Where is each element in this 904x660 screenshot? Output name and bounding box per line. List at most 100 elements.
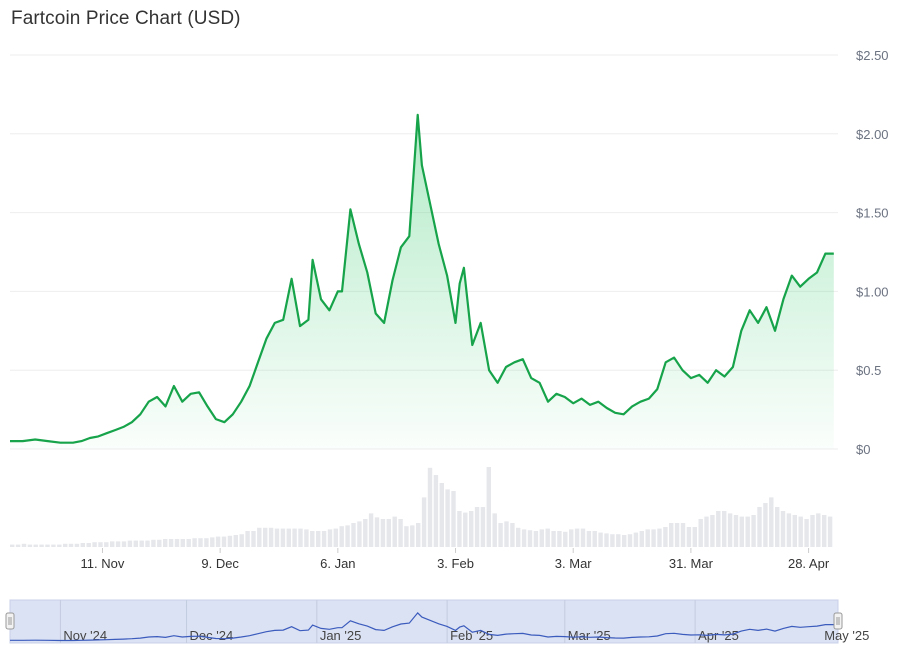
volume-bar (692, 527, 697, 547)
volume-bar (115, 541, 121, 547)
volume-bar (110, 541, 115, 547)
volume-bar (186, 539, 191, 547)
volume-bar (633, 532, 639, 547)
volume-bar (698, 519, 703, 547)
volume-bar (604, 533, 609, 547)
volume-bar (151, 539, 156, 547)
volume-bar (339, 526, 344, 547)
volume-bar (569, 529, 574, 547)
volume-bar (704, 516, 709, 547)
navigator-left-handle[interactable] (5, 612, 15, 630)
volume-bar (686, 527, 692, 547)
volume-bar (363, 519, 368, 547)
x-tick-label: 28. Apr (788, 556, 830, 571)
x-tick-label: 6. Jan (320, 556, 355, 571)
volume-bar (580, 528, 586, 547)
volume-bar (192, 538, 197, 547)
y-tick-label: $1.50 (856, 206, 889, 221)
volume-bar (333, 528, 338, 547)
volume-bar (727, 513, 733, 547)
volume-bar (298, 528, 303, 547)
volume-bar (680, 523, 686, 547)
navigator-label: Nov '24 (63, 628, 107, 643)
navigator-label: Mar '25 (568, 628, 611, 643)
volume-bar (775, 507, 780, 547)
volume-bar (486, 467, 491, 547)
volume-bar (627, 534, 633, 547)
volume-bar (610, 534, 615, 547)
volume-bar (663, 527, 668, 547)
volume-bar (74, 543, 80, 547)
volume-bar (51, 544, 56, 547)
volume-bar (257, 527, 262, 547)
volume-bar (145, 540, 150, 547)
volume-bar (722, 511, 727, 547)
volume-bar (63, 543, 68, 547)
price-line[interactable] (10, 113, 834, 444)
volume-bar (451, 491, 456, 547)
volume-bar (586, 531, 592, 547)
volume-bar (539, 529, 544, 547)
volume-bar (57, 544, 62, 547)
volume-bar (757, 507, 762, 547)
volume-bar (157, 539, 162, 547)
y-tick-label: $2.50 (856, 48, 889, 63)
volume-bar (121, 541, 127, 547)
volume-bar (392, 516, 397, 547)
navigator-series-line (10, 612, 834, 642)
volume-bar (498, 523, 503, 547)
volume-bar (368, 513, 374, 547)
volume-bar (98, 542, 103, 547)
volume-bar (533, 531, 539, 547)
volume-bar (445, 489, 450, 547)
chart-title: Fartcoin Price Chart (USD) (11, 8, 241, 29)
volume-bar (763, 503, 768, 547)
navigator-label: May '25 (824, 628, 869, 643)
volume-bar (310, 531, 315, 547)
x-tick-label: 3. Feb (437, 556, 474, 571)
volume-bar (598, 532, 603, 547)
volume-bar (792, 515, 797, 547)
volume-bar (521, 529, 527, 547)
volume-bar (804, 519, 809, 547)
price-series[interactable] (10, 113, 834, 450)
volume-bar (657, 528, 662, 547)
volume-bar (651, 529, 656, 547)
volume-bars (10, 467, 833, 547)
volume-bar (357, 521, 362, 547)
volume-bar (421, 497, 427, 547)
volume-bar (139, 540, 144, 547)
volume-bar (810, 515, 815, 547)
volume-bar (210, 537, 215, 547)
volume-bar (174, 539, 180, 547)
volume-bar (616, 534, 621, 547)
volume-bar (469, 511, 474, 547)
x-tick-label: 3. Mar (555, 556, 593, 571)
volume-bar (410, 525, 415, 547)
y-tick-label: $1.00 (856, 284, 889, 299)
navigator-right-handle[interactable] (833, 612, 843, 630)
volume-bar (480, 507, 486, 547)
volume-bar (92, 542, 97, 547)
volume-bar (386, 519, 391, 547)
navigator-selection[interactable] (9, 599, 839, 644)
volume-bar (733, 515, 739, 547)
y-tick-label: $2.00 (856, 127, 889, 142)
price-area (10, 114, 834, 450)
navigator[interactable]: Nov '24 Dec '24 Jan '25 Feb '25 Mar '25 Apr '… (5, 599, 869, 644)
volume-bar (786, 513, 792, 547)
volume-bar (263, 527, 268, 547)
volume-bar (327, 529, 333, 547)
volume-bar (245, 531, 250, 547)
volume-bar (68, 543, 74, 547)
volume-bar (104, 542, 109, 547)
volume-bar (227, 535, 233, 547)
volume-bar (274, 528, 280, 547)
volume-bar (816, 513, 821, 547)
volume-bar (563, 531, 568, 547)
volume-bar (822, 515, 827, 547)
volume-bar (739, 516, 744, 547)
volume-bar (669, 523, 674, 547)
volume-bar (233, 535, 238, 547)
